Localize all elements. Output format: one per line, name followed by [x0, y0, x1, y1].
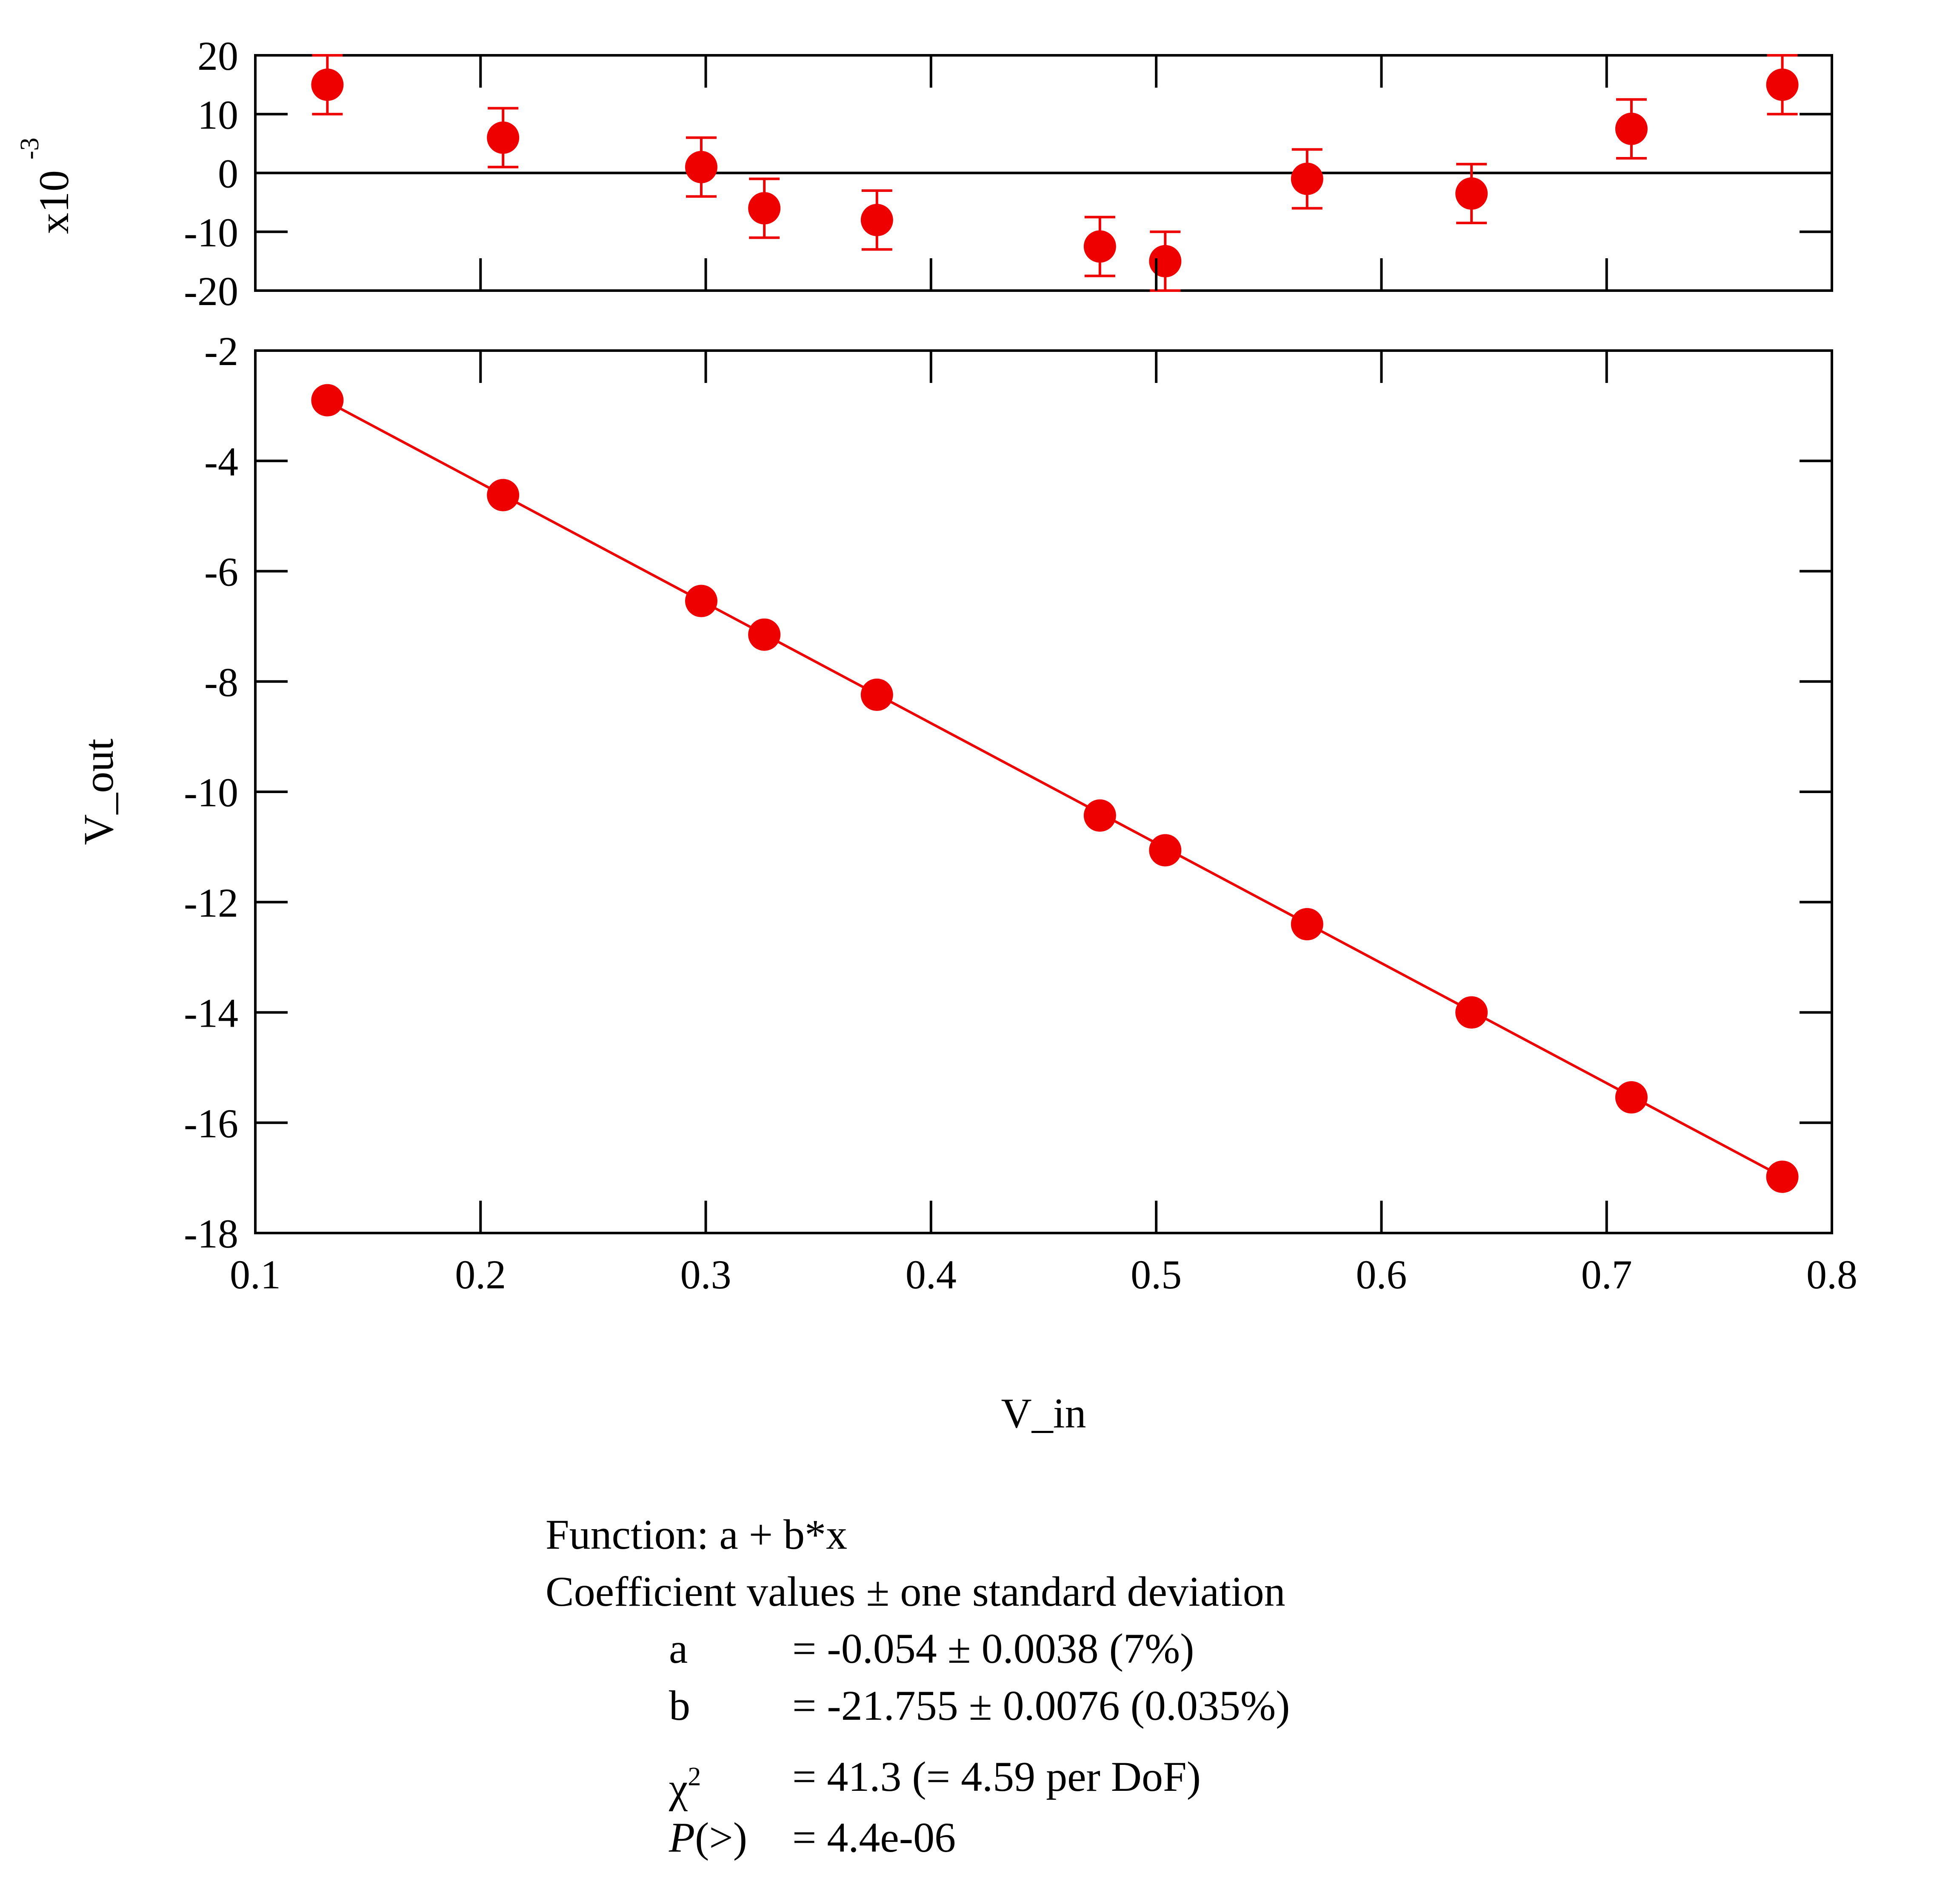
residual-point-group — [311, 54, 344, 116]
residual-point-group — [685, 136, 717, 198]
y-tick-label: -10 — [184, 770, 238, 815]
data-point — [685, 585, 717, 617]
data-point — [487, 479, 520, 511]
residual-point-group — [1615, 98, 1648, 160]
residual-point — [1455, 177, 1488, 210]
x-tick-label: 0.2 — [455, 1252, 506, 1297]
residual-point — [1083, 230, 1116, 263]
x-tick-label: 0.5 — [1131, 1252, 1182, 1297]
data-point — [1455, 996, 1488, 1029]
data-point — [1291, 908, 1323, 941]
residual-point-group — [1149, 230, 1182, 292]
x-axis-title: V_in — [1001, 1390, 1086, 1437]
x-tick-label: 0.8 — [1806, 1252, 1857, 1297]
y-tick-label: -14 — [184, 991, 238, 1036]
residual-point — [487, 121, 520, 154]
fit-function-line: Function: a + b*x — [546, 1511, 848, 1558]
p-value: = 4.4e-06 — [792, 1814, 956, 1861]
residual-point — [1766, 69, 1799, 101]
chi-squared-value: = 41.3 (= 4.59 per DoF) — [792, 1753, 1201, 1800]
data-point — [1083, 799, 1116, 832]
y-tick-label: -18 — [184, 1211, 238, 1256]
param-b-value: = -21.755 ± 0.0076 (0.035%) — [792, 1682, 1290, 1729]
x-tick-label: 0.1 — [230, 1252, 281, 1297]
main-panel-frame — [254, 349, 1833, 1234]
residual-tick-label: 20 — [197, 33, 238, 79]
y-tick-label: -2 — [204, 328, 238, 374]
data-point — [1766, 1160, 1799, 1193]
y-axis-title: V_out — [75, 739, 122, 845]
residual-scale-text: x10 — [30, 170, 77, 234]
residual-tick-label: 10 — [197, 92, 238, 137]
y-tick-label: -6 — [204, 549, 238, 595]
residual-tick-label: -10 — [184, 210, 238, 255]
residual-point — [685, 151, 717, 183]
residual-point-group — [1766, 54, 1799, 116]
x-tick-label: 0.3 — [680, 1252, 731, 1297]
fit-param-a: a = -0.054 ± 0.0038 (7%) — [546, 1620, 1290, 1677]
residual-tick-label: 0 — [218, 151, 238, 197]
fit-results: Function: a + b*x Coefficient values ± o… — [546, 1506, 1290, 1866]
data-point — [860, 678, 893, 711]
p-suffix: (>) — [695, 1814, 748, 1861]
param-a-value: = -0.054 ± 0.0038 (7%) — [792, 1625, 1194, 1672]
residual-tick-label: -20 — [184, 268, 238, 314]
fit-coeff-line: Coefficient values ± one standard deviat… — [546, 1568, 1286, 1615]
y-tick-label: -4 — [204, 439, 238, 484]
fit-line — [326, 400, 1783, 1178]
x-tick-label: 0.7 — [1581, 1252, 1632, 1297]
residual-scale-label: x10 -3 — [15, 137, 77, 234]
residual-scale-exponent: -3 — [15, 137, 44, 160]
x-tick-label: 0.6 — [1356, 1252, 1407, 1297]
chi-exponent: 2 — [688, 1762, 701, 1791]
residual-panel: 20 10 0 -10 -20 x10 -3 — [15, 33, 1833, 314]
data-point — [1615, 1081, 1648, 1114]
main-ticks: 0.1 0.2 0.3 0.4 0.5 0.6 0.7 0.8 -2 -4 -6 -8 -10 -12 -1… — [184, 55, 1857, 1297]
data-point — [1149, 834, 1182, 867]
residual-point — [1615, 112, 1648, 145]
param-b-name: b — [669, 1682, 690, 1729]
residual-point — [748, 192, 781, 225]
data-point — [748, 618, 781, 651]
data-point — [311, 384, 344, 417]
fit-param-b: b = -21.755 ± 0.0076 (0.035%) — [546, 1677, 1290, 1734]
residual-point-group — [487, 107, 520, 168]
residual-point-group — [1083, 216, 1116, 277]
y-tick-label: -8 — [204, 659, 238, 705]
fit-chi-squared: χ2 = 41.3 (= 4.59 per DoF) — [546, 1734, 1290, 1812]
chi-squared-symbol: χ2 — [546, 1734, 792, 1812]
data-points — [311, 384, 1799, 1193]
fit-p-value: P(>) = 4.4e-06 — [546, 1809, 1290, 1866]
residual-point — [860, 204, 893, 237]
param-a-name: a — [669, 1625, 688, 1672]
x-tick-label: 0.4 — [906, 1252, 957, 1297]
residual-point-group — [860, 189, 893, 251]
residual-point-group — [1455, 163, 1488, 225]
main-panel: 0.1 0.2 0.3 0.4 0.5 0.6 0.7 0.8 -2 -4 -6 -8 -10 -12 -1… — [75, 55, 1857, 1437]
residual-point — [1291, 163, 1323, 195]
residual-point-group — [1291, 148, 1323, 210]
residual-ticks: 20 10 0 -10 -20 — [184, 33, 1832, 314]
residual-point — [1149, 245, 1182, 277]
chi-symbol: χ — [669, 1764, 688, 1812]
p-symbol: P(>) — [546, 1809, 792, 1866]
residual-points — [311, 54, 1799, 292]
y-tick-label: -12 — [184, 880, 238, 925]
residual-point-group — [748, 177, 781, 239]
p-letter: P — [669, 1814, 695, 1861]
residual-point — [311, 69, 344, 101]
y-tick-label: -16 — [184, 1101, 238, 1146]
